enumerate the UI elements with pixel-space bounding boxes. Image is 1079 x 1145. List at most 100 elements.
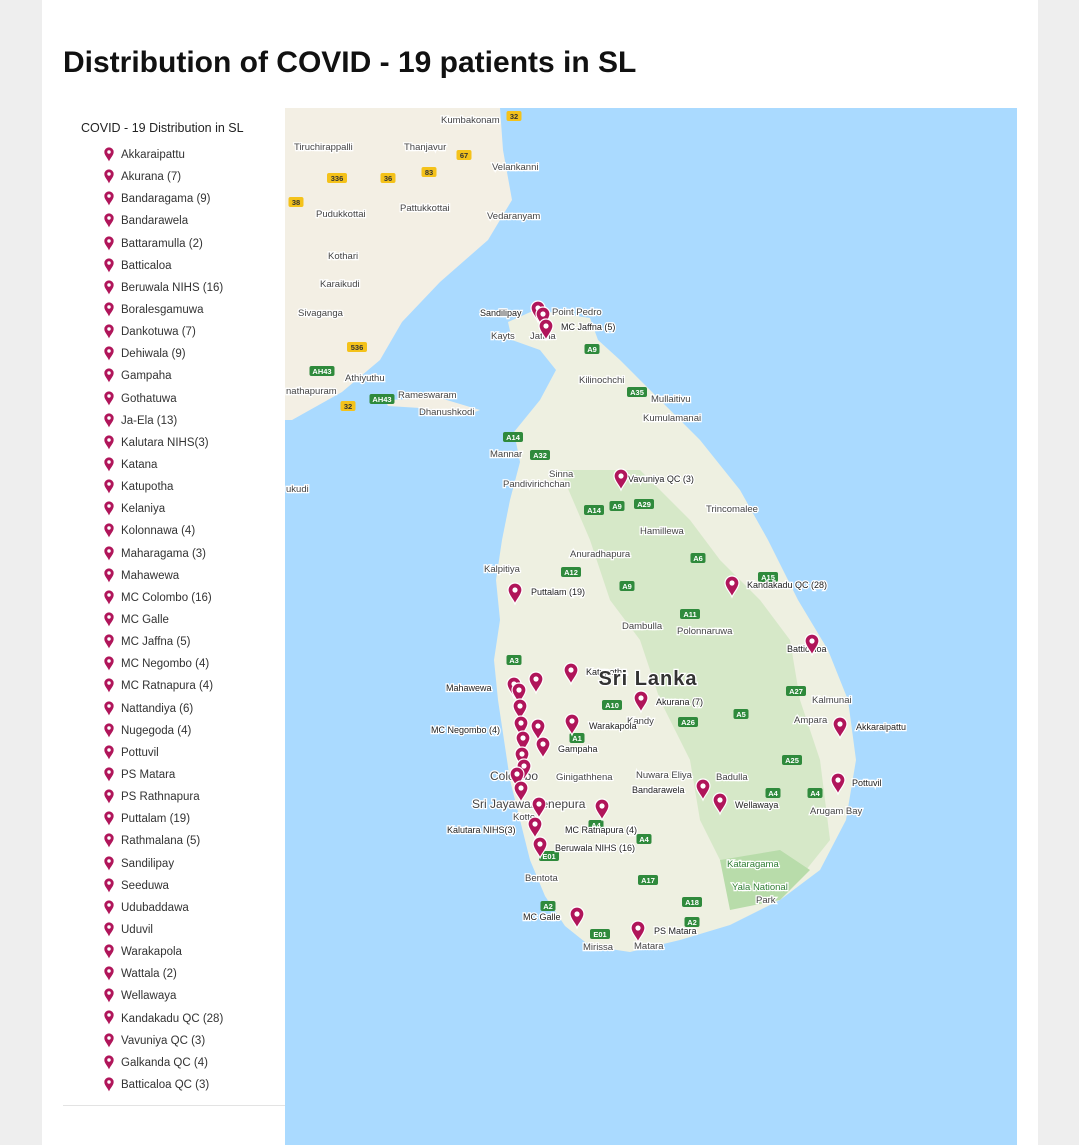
location-item[interactable]: Wellawaya	[63, 985, 285, 1007]
location-item[interactable]: Kelaniya	[63, 498, 285, 520]
pin-dot	[568, 667, 574, 673]
pin-icon	[104, 147, 114, 162]
map-marker[interactable]	[528, 671, 544, 695]
map-marker[interactable]	[712, 792, 728, 816]
location-item[interactable]: Gampaha	[63, 365, 285, 387]
location-item[interactable]: Bandaragama (9)	[63, 188, 285, 210]
map-marker[interactable]	[832, 716, 848, 740]
pin-icon	[104, 1077, 114, 1092]
location-item[interactable]: MC Galle	[63, 609, 285, 631]
location-item[interactable]: Puttalam (19)	[63, 808, 285, 830]
pin	[513, 780, 529, 804]
pin	[104, 235, 114, 250]
road-shield	[619, 581, 635, 591]
pin-icon	[104, 789, 114, 804]
location-item[interactable]: Ja-Ela (13)	[63, 410, 285, 432]
location-item[interactable]: Udubaddawa	[63, 897, 285, 919]
pin	[104, 191, 114, 206]
location-name: Uduvil	[121, 923, 153, 936]
place-label: Vedaranyam	[487, 211, 540, 222]
map-marker[interactable]	[724, 575, 740, 599]
location-item[interactable]: Boralesgamuwa	[63, 299, 285, 321]
map-marker[interactable]	[594, 798, 610, 822]
map-marker[interactable]	[531, 796, 547, 820]
location-item[interactable]: Beruwala NIHS (16)	[63, 277, 285, 299]
location-item[interactable]: Akkaraipattu	[63, 144, 285, 166]
location-item[interactable]: PS Rathnapura	[63, 786, 285, 808]
map-marker[interactable]	[804, 633, 820, 657]
pin-dot	[536, 801, 542, 807]
map-marker[interactable]	[515, 730, 531, 754]
pin-dot	[107, 858, 111, 863]
map-marker[interactable]	[830, 772, 846, 796]
map-marker[interactable]	[613, 468, 629, 492]
location-item[interactable]: Nugegoda (4)	[63, 720, 285, 742]
location-item[interactable]: Dankotuwa (7)	[63, 321, 285, 343]
map-marker[interactable]	[633, 690, 649, 714]
location-item[interactable]: Batticaloa QC (3)	[63, 1074, 285, 1096]
map-marker[interactable]	[630, 920, 646, 944]
location-item[interactable]: Kandakadu QC (28)	[63, 1007, 285, 1029]
location-item[interactable]: Akurana (7)	[63, 166, 285, 188]
location-item[interactable]: Sandilipay	[63, 853, 285, 875]
location-item[interactable]: MC Jaffna (5)	[63, 631, 285, 653]
map-marker[interactable]	[532, 836, 548, 860]
pin	[104, 590, 114, 605]
road-number: A9	[622, 582, 632, 591]
road-number: A25	[785, 756, 799, 765]
map-marker[interactable]	[513, 715, 529, 739]
pin-dot	[717, 797, 723, 803]
location-item[interactable]: PS Matara	[63, 764, 285, 786]
location-name: Kelaniya	[121, 503, 166, 516]
map[interactable]: 32 67 83 336 36 38 536 AH43 32 AH43 A9 A35 A14 A32 A14…	[285, 108, 1017, 1145]
map-marker[interactable]	[564, 713, 580, 737]
location-item[interactable]: Nattandiya (6)	[63, 698, 285, 720]
map-marker[interactable]	[569, 906, 585, 930]
location-item[interactable]: Mahawewa	[63, 565, 285, 587]
map-marker[interactable]	[511, 682, 527, 706]
pin-icon	[104, 722, 114, 737]
location-item[interactable]: Katupotha	[63, 476, 285, 498]
pin	[104, 1055, 114, 1070]
place-label: Rameswaram	[398, 390, 457, 401]
map-marker[interactable]	[535, 736, 551, 760]
location-item[interactable]: MC Ratnapura (4)	[63, 675, 285, 697]
location-item[interactable]: Rathmalana (5)	[63, 830, 285, 852]
location-item[interactable]: Maharagama (3)	[63, 543, 285, 565]
marker-label: Puttalam (19)	[531, 587, 585, 597]
place-label: Ampara	[794, 715, 828, 726]
map-marker[interactable]	[530, 718, 546, 742]
location-item[interactable]: Kolonnawa (4)	[63, 520, 285, 542]
location-item[interactable]: Warakapola	[63, 941, 285, 963]
location-item[interactable]: MC Colombo (16)	[63, 587, 285, 609]
location-item[interactable]: Dehiwala (9)	[63, 343, 285, 365]
location-item[interactable]: Vavuniya QC (3)	[63, 1030, 285, 1052]
road-number: A27	[789, 687, 803, 696]
pin	[104, 1032, 114, 1047]
map-marker[interactable]	[538, 318, 554, 342]
location-item[interactable]: Uduvil	[63, 919, 285, 941]
location-item[interactable]: Kalutara NIHS(3)	[63, 432, 285, 454]
pin-dot	[107, 770, 111, 774]
location-item[interactable]: Seeduwa	[63, 875, 285, 897]
map-marker[interactable]	[695, 778, 711, 802]
park-area	[720, 850, 810, 910]
map-marker[interactable]	[563, 662, 579, 686]
map-marker[interactable]	[513, 780, 529, 804]
pin	[104, 390, 114, 405]
location-item[interactable]: Galkanda QC (4)	[63, 1052, 285, 1074]
location-item[interactable]: MC Negombo (4)	[63, 653, 285, 675]
location-item[interactable]: Bandarawela	[63, 210, 285, 232]
location-item[interactable]: Wattala (2)	[63, 963, 285, 985]
location-item[interactable]: Pottuvil	[63, 742, 285, 764]
location-name: Maharagama (3)	[121, 547, 207, 560]
location-item[interactable]: Battaramulla (2)	[63, 233, 285, 255]
map-marker[interactable]	[512, 698, 528, 722]
pin-icon	[104, 900, 114, 915]
location-item[interactable]: Batticaloa	[63, 255, 285, 277]
map-marker[interactable]	[514, 746, 530, 770]
map-marker[interactable]	[527, 816, 543, 840]
location-item[interactable]: Gothatuwa	[63, 388, 285, 410]
map-marker[interactable]	[507, 582, 523, 606]
location-item[interactable]: Katana	[63, 454, 285, 476]
